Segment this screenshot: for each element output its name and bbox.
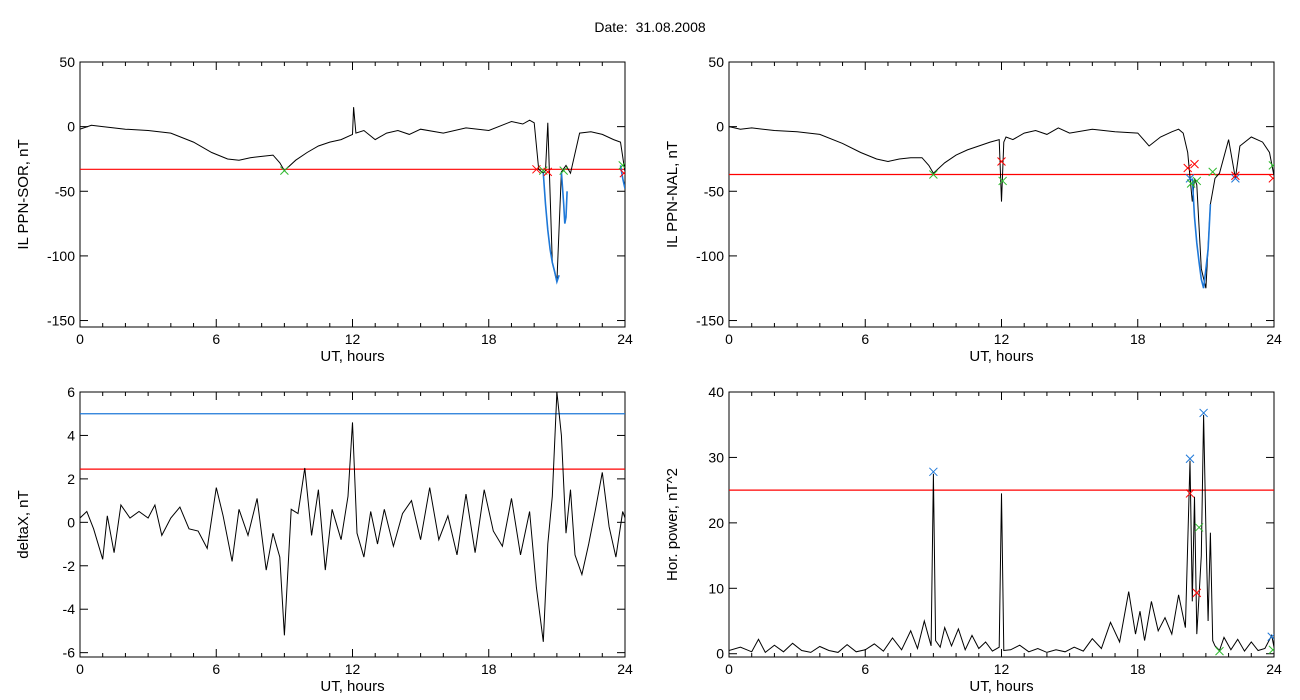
x-tick-label: 12 <box>994 331 1010 347</box>
y-tick-label: -6 <box>63 645 76 661</box>
marker-red <box>619 168 625 178</box>
panel-p1: 0 6 12 18 24 50 0 -50 -100 -150 UT, hours IL PPN-SO… <box>15 54 633 365</box>
plot-area <box>80 107 625 285</box>
x-tick-label: 24 <box>1266 661 1282 677</box>
x-tick-label: 18 <box>481 331 497 347</box>
event-segment <box>619 165 625 189</box>
y-tick-label: -150 <box>47 313 75 329</box>
panel-p3: 0 6 12 18 24 6 4 2 0 -2 -4 -6 UT, hours deltaX, nT <box>15 384 633 695</box>
panel-p2: 0 6 12 18 24 50 0 -50 -100 -150 UT, hours IL PPN-NA… <box>664 54 1282 365</box>
y-tick-label: -150 <box>696 313 724 329</box>
y-tick-label: 50 <box>59 54 75 70</box>
plot-area <box>729 126 1274 289</box>
marker-green <box>1194 523 1204 532</box>
marker-blue <box>1199 408 1208 418</box>
x-tick-label: 24 <box>1266 331 1282 347</box>
y-tick-label: 50 <box>708 54 724 70</box>
y-tick-label: -50 <box>704 183 724 199</box>
marker-blue <box>1231 173 1240 183</box>
event-segment <box>542 173 560 285</box>
marker-red <box>1183 163 1193 173</box>
y-tick-label: 4 <box>67 427 75 443</box>
y-tick-label: 0 <box>716 119 724 135</box>
y-tick-label: 0 <box>67 119 75 135</box>
y-tick-label: -4 <box>63 601 76 617</box>
marker-green <box>1186 179 1196 188</box>
marker-green <box>1215 646 1224 656</box>
marker-green <box>280 166 289 175</box>
x-tick-label: 12 <box>345 661 361 677</box>
x-tick-label: 18 <box>481 661 497 677</box>
marker-red <box>1268 173 1274 183</box>
y-tick-label: 20 <box>708 515 724 531</box>
y-tick-label: 10 <box>708 580 724 596</box>
plot-area <box>729 408 1274 656</box>
x-tick-label: 0 <box>725 661 733 677</box>
marker-green <box>929 170 938 179</box>
marker-red <box>532 164 541 174</box>
x-tick-label: 12 <box>345 331 361 347</box>
x-tick-label: 18 <box>1130 661 1146 677</box>
x-tick-label: 6 <box>861 661 869 677</box>
date-value: 31.08.2008 <box>635 19 706 35</box>
y-tick-label: -50 <box>55 183 75 199</box>
series-line <box>80 107 625 282</box>
x-axis-label: UT, hours <box>969 678 1033 695</box>
y-tick-label: 40 <box>708 384 724 400</box>
marker-blue <box>1185 173 1195 183</box>
series-line <box>729 414 1274 654</box>
y-tick-label: -100 <box>696 248 724 264</box>
x-axis-label: UT, hours <box>320 678 384 695</box>
marker-red <box>1192 588 1202 598</box>
event-segment <box>1191 178 1212 289</box>
y-tick-label: -2 <box>63 558 76 574</box>
marker-red <box>1231 171 1240 181</box>
marker-blue <box>1185 454 1195 464</box>
marker-red <box>997 157 1006 166</box>
x-tick-label: 0 <box>725 331 733 347</box>
y-tick-label: -100 <box>47 248 75 264</box>
x-tick-label: 6 <box>212 661 220 677</box>
y-axis-label: Hor. power, nT^2 <box>664 468 681 581</box>
plot-area <box>80 392 625 642</box>
y-tick-label: 0 <box>716 646 724 662</box>
series-line <box>80 392 625 642</box>
marker-green <box>1192 176 1202 186</box>
date-label: Date: <box>594 19 628 35</box>
x-axis-label: UT, hours <box>320 348 384 365</box>
marker-red <box>1185 489 1195 498</box>
marker-green <box>618 161 625 170</box>
marker-green <box>1208 167 1218 177</box>
x-tick-label: 12 <box>994 661 1010 677</box>
x-axis-label: UT, hours <box>969 348 1033 365</box>
panel-p4: 0 6 12 18 24 40 30 20 10 0 UT, hours Hor. power, nT… <box>664 384 1282 695</box>
marker-green <box>1268 161 1274 170</box>
x-tick-label: 6 <box>861 331 869 347</box>
y-tick-label: 2 <box>67 471 75 487</box>
y-tick-label: 30 <box>708 449 724 465</box>
x-tick-label: 0 <box>76 661 84 677</box>
y-axis-label: IL PPN-NAL, nT <box>664 141 681 248</box>
series-line <box>729 126 1274 289</box>
event-segment <box>560 171 568 224</box>
marker-red <box>1190 159 1199 169</box>
marker-green <box>998 176 1007 186</box>
y-axis-label: IL PPN-SOR, nT <box>15 139 32 249</box>
marker-red <box>543 167 553 177</box>
x-tick-label: 18 <box>1130 331 1146 347</box>
x-tick-label: 24 <box>617 331 633 347</box>
date-header: Date: 31.08.2008 <box>0 19 1300 35</box>
x-tick-label: 24 <box>617 661 633 677</box>
marker-blue <box>929 467 938 477</box>
x-tick-label: 0 <box>76 331 84 347</box>
y-tick-label: 6 <box>67 384 75 400</box>
marker-blue <box>1267 632 1274 642</box>
y-axis-label: deltaX, nT <box>15 490 32 558</box>
plot-frame <box>79 61 626 328</box>
marker-green <box>1268 645 1274 655</box>
y-tick-label: 0 <box>67 514 75 530</box>
x-tick-label: 6 <box>212 331 220 347</box>
marker-green <box>559 166 569 175</box>
